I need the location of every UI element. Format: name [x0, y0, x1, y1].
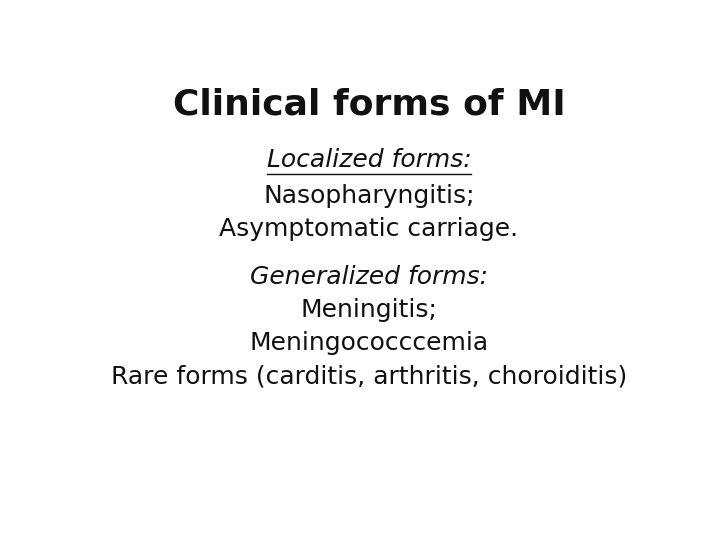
- Text: Localized forms:: Localized forms:: [266, 148, 472, 172]
- Text: Meningococccemia: Meningococccemia: [249, 332, 489, 355]
- Text: Generalized forms:: Generalized forms:: [250, 265, 488, 289]
- Text: Rare forms (carditis, arthritis, choroiditis): Rare forms (carditis, arthritis, choroid…: [111, 364, 627, 389]
- Text: Asymptomatic carriage.: Asymptomatic carriage.: [220, 217, 518, 241]
- Text: Clinical forms of MI: Clinical forms of MI: [173, 87, 565, 122]
- Text: Nasopharyngitis;: Nasopharyngitis;: [264, 184, 474, 208]
- Text: Meningitis;: Meningitis;: [300, 298, 438, 322]
